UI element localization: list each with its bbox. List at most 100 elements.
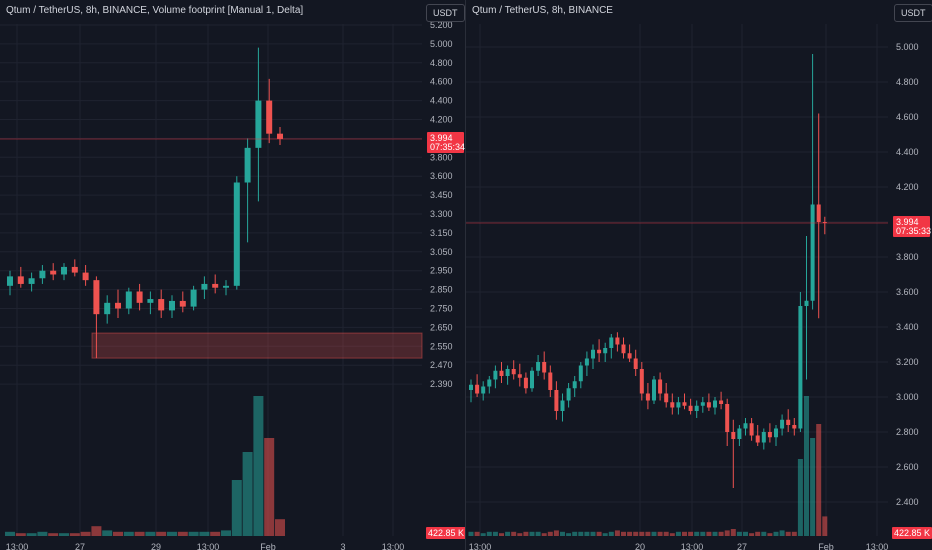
volume-bar xyxy=(749,533,755,536)
candle-body xyxy=(554,390,559,411)
volume-bar xyxy=(572,531,578,536)
candle-body xyxy=(688,405,693,411)
volume-bar xyxy=(804,396,809,536)
candle-body xyxy=(572,381,577,389)
y-tick-label: 2.390 xyxy=(430,379,453,389)
volume-bar xyxy=(633,531,639,536)
currency-button[interactable]: USDT xyxy=(894,4,932,22)
candle-body xyxy=(201,283,208,290)
volume-bar xyxy=(822,516,828,536)
candle-body xyxy=(266,100,273,134)
candle-body xyxy=(115,302,121,309)
footprint-chart-canvas[interactable]: 5.2005.0004.8004.6004.4004.2004.0003.800… xyxy=(0,0,465,550)
volume-bar xyxy=(535,531,541,536)
candle-body xyxy=(706,402,711,408)
candle-body xyxy=(104,302,111,315)
volume-bar xyxy=(199,531,210,536)
footprint-chart-panel[interactable]: 5.2005.0004.8004.6004.4004.2004.0003.800… xyxy=(0,0,465,550)
value-area-box xyxy=(91,332,423,359)
y-tick-label: 4.200 xyxy=(896,182,919,192)
volume-bar xyxy=(712,531,718,536)
candle-body xyxy=(798,306,803,429)
candle-body xyxy=(71,266,78,273)
last-price-tag xyxy=(893,216,930,238)
candle-body xyxy=(597,349,602,354)
candle-body xyxy=(511,369,516,375)
volume-bar xyxy=(718,531,724,536)
candlestick-chart-canvas[interactable]: 5.0004.8004.6004.4004.2004.0003.8003.600… xyxy=(466,0,932,550)
candle-body xyxy=(505,369,510,376)
y-tick-label: 4.800 xyxy=(896,77,919,87)
x-tick-label: 27 xyxy=(75,542,85,550)
volume-bar xyxy=(511,531,517,536)
candle-body xyxy=(523,377,528,389)
y-tick-label: 3.800 xyxy=(430,152,453,162)
candle-body xyxy=(615,337,620,345)
candle-body xyxy=(469,384,473,390)
candle-body xyxy=(7,276,13,286)
volume-bar xyxy=(627,531,633,536)
candle-body xyxy=(487,379,492,387)
volume-bar xyxy=(80,531,91,536)
volume-bar xyxy=(694,531,700,536)
candle-body xyxy=(670,402,675,408)
volume-bar xyxy=(541,533,547,536)
volume-value: 422.85 K xyxy=(428,528,464,538)
volume-bar xyxy=(188,531,199,536)
volume-tag xyxy=(426,527,465,539)
candle-body xyxy=(658,379,663,394)
y-tick-label: 4.400 xyxy=(430,96,453,106)
volume-bar xyxy=(608,531,614,536)
candle-body xyxy=(61,266,67,275)
volume-bar xyxy=(651,531,657,536)
volume-bar xyxy=(123,531,134,536)
candle-body xyxy=(169,300,175,311)
volume-bar xyxy=(5,531,15,536)
candle-body xyxy=(277,133,283,139)
volume-bar xyxy=(669,533,675,536)
last-price-tag xyxy=(427,131,464,153)
candle-body xyxy=(481,386,486,394)
candle-body xyxy=(743,423,748,429)
candle-body xyxy=(158,299,165,311)
volume-bar xyxy=(26,533,37,536)
candle-body xyxy=(621,344,626,354)
candlestick-chart-panel[interactable]: 5.0004.8004.6004.4004.2004.0003.8003.600… xyxy=(466,0,932,550)
y-tick-label: 3.600 xyxy=(896,287,919,297)
volume-bar xyxy=(15,533,26,536)
candle-body xyxy=(475,384,480,394)
candle-body xyxy=(17,276,24,284)
candle-body xyxy=(28,278,35,284)
candle-body xyxy=(233,182,240,286)
candle-body xyxy=(755,435,760,443)
candle-body xyxy=(731,432,736,439)
chart-title: Qtum / TetherUS, 8h, BINANCE xyxy=(472,5,613,16)
volume-bar xyxy=(700,531,706,536)
volume-bar xyxy=(517,533,523,536)
volume-bar xyxy=(724,530,730,536)
volume-bar xyxy=(639,531,645,536)
currency-button[interactable]: USDT xyxy=(426,4,465,22)
panel-divider[interactable] xyxy=(465,0,466,550)
volume-bar xyxy=(797,459,803,536)
x-tick-label: 13:00 xyxy=(197,542,220,550)
y-tick-label: 2.800 xyxy=(896,427,919,437)
y-tick-label: 4.200 xyxy=(430,115,453,125)
volume-bar xyxy=(48,533,59,536)
y-tick-label: 2.850 xyxy=(430,285,453,295)
volume-bar xyxy=(221,530,231,536)
candle-body xyxy=(609,337,614,348)
candle-body xyxy=(548,372,553,390)
volume-bar xyxy=(767,533,773,536)
volume-bar xyxy=(773,531,779,536)
candle-body xyxy=(676,402,681,408)
volume-bar xyxy=(37,531,48,536)
volume-value: 422.85 K xyxy=(894,528,930,538)
volume-bar xyxy=(663,531,669,536)
candle-body xyxy=(719,400,724,404)
x-tick-label: 27 xyxy=(737,542,747,550)
x-tick-label: 13:00 xyxy=(382,542,405,550)
x-tick-label: Feb xyxy=(260,542,276,550)
volume-bar xyxy=(486,531,492,536)
chart-title: Qtum / TetherUS, 8h, BINANCE, Volume foo… xyxy=(6,5,304,16)
